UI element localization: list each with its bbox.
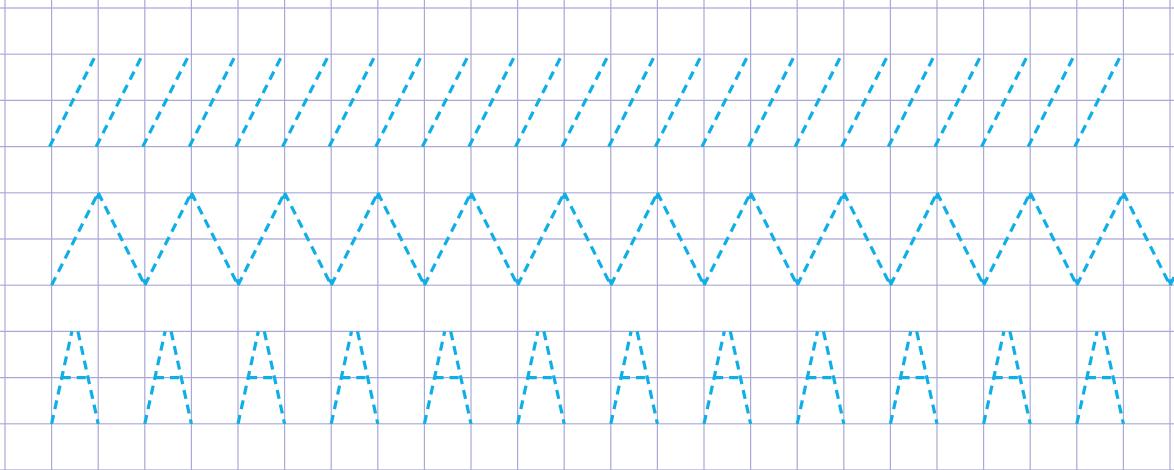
zigzag-arrowhead: [653, 192, 662, 199]
slash-trace-stroke: [187, 53, 238, 148]
letter-a-trace: [888, 331, 939, 425]
slash-trace-stroke: [281, 53, 331, 148]
zigzag-arrowhead: [513, 279, 522, 286]
zigzag-arrowhead: [746, 192, 755, 199]
zigzag-arrowhead: [327, 279, 336, 286]
slash-trace-stroke: [374, 53, 424, 148]
zigzag-arrowhead: [420, 279, 429, 286]
letter-a-trace: [236, 331, 287, 425]
zigzag-trace-segment: [795, 192, 846, 286]
zigzag-arrowhead: [187, 192, 196, 199]
slash-trace-stroke: [514, 53, 564, 148]
letter-a-trace: [516, 331, 566, 425]
letter-a-trace: [422, 331, 473, 425]
slash-trace-stroke: [560, 53, 611, 148]
zigzag-arrowhead: [467, 192, 475, 199]
letter-a-trace: [702, 331, 753, 425]
zigzag-trace-segment: [702, 192, 753, 286]
zigzag-trace-segment: [376, 192, 426, 286]
slash-trace-stroke: [840, 53, 890, 148]
zigzag-arrowhead: [839, 192, 848, 199]
slash-trace-row: [48, 53, 1123, 148]
zigzag-trace-segment: [283, 192, 333, 286]
zigzag-arrowhead: [234, 279, 242, 286]
zigzag-arrowhead: [373, 192, 382, 199]
zigzag-trace-segment: [469, 192, 520, 286]
slash-trace-stroke: [467, 53, 518, 148]
zigzag-trace-segment: [1075, 192, 1125, 286]
slash-trace-stroke: [747, 53, 797, 148]
zigzag-arrowhead: [280, 192, 289, 199]
letter-a-trace: [795, 331, 846, 425]
slash-trace-stroke: [607, 53, 657, 148]
slash-trace-stroke: [1073, 53, 1123, 148]
letter-trace-row: [50, 331, 1125, 425]
slash-trace-stroke: [48, 53, 98, 148]
zigzag-trace-segment: [96, 192, 147, 286]
slash-trace-stroke: [933, 53, 984, 148]
slash-trace-stroke: [420, 53, 471, 148]
zigzag-trace-segment: [842, 192, 892, 286]
zigzag-trace-segment: [1028, 192, 1079, 286]
zigzag-trace-segment: [422, 192, 473, 286]
zigzag-arrowhead: [933, 192, 941, 199]
zigzag-trace-segment: [935, 192, 986, 286]
slash-trace-stroke: [94, 53, 145, 148]
letter-a-trace: [143, 331, 193, 425]
slash-trace-stroke: [653, 53, 704, 148]
zigzag-arrowhead: [1166, 279, 1174, 286]
zigzag-trace-segment: [516, 192, 566, 286]
zigzag-trace-segment: [888, 192, 939, 286]
zigzag-arrowhead: [979, 279, 988, 286]
zigzag-arrowhead: [793, 279, 802, 286]
letter-a-trace: [329, 331, 380, 425]
slash-trace-stroke: [793, 53, 844, 148]
slash-trace-stroke: [234, 53, 285, 148]
zigzag-trace-segment: [143, 192, 193, 286]
zigzag-trace-segment: [189, 192, 240, 286]
zigzag-arrowhead: [700, 279, 708, 286]
zigzag-trace-segment: [329, 192, 380, 286]
letter-a-trace: [1075, 331, 1125, 425]
slash-trace-stroke: [141, 53, 191, 148]
slash-trace-stroke: [327, 53, 378, 148]
zigzag-arrowhead: [1072, 279, 1081, 286]
letter-a-trace: [609, 331, 659, 425]
slash-trace-stroke: [700, 53, 751, 148]
zigzag-trace-segment: [982, 192, 1032, 286]
zigzag-trace-segment: [609, 192, 659, 286]
slash-trace-stroke: [886, 53, 937, 148]
zigzag-arrowhead: [886, 279, 895, 286]
zigzag-trace-segment: [562, 192, 613, 286]
zigzag-trace-segment: [236, 192, 287, 286]
zigzag-arrowhead: [1119, 192, 1128, 199]
zigzag-trace-row: [50, 192, 1174, 286]
slash-trace-stroke: [1026, 53, 1077, 148]
zigzag-arrowhead: [140, 279, 149, 286]
letter-a-trace: [982, 331, 1032, 425]
zigzag-trace-segment: [655, 192, 706, 286]
zigzag-arrowhead: [606, 279, 615, 286]
zigzag-trace-segment: [1121, 192, 1172, 286]
letter-a-trace: [50, 331, 100, 425]
zigzag-trace-segment: [50, 192, 100, 286]
zigzag-trace-segment: [749, 192, 799, 286]
zigzag-arrowhead: [560, 192, 569, 199]
zigzag-arrowhead: [1026, 192, 1035, 199]
slash-trace-stroke: [980, 53, 1030, 148]
zigzag-arrowhead: [94, 192, 103, 199]
